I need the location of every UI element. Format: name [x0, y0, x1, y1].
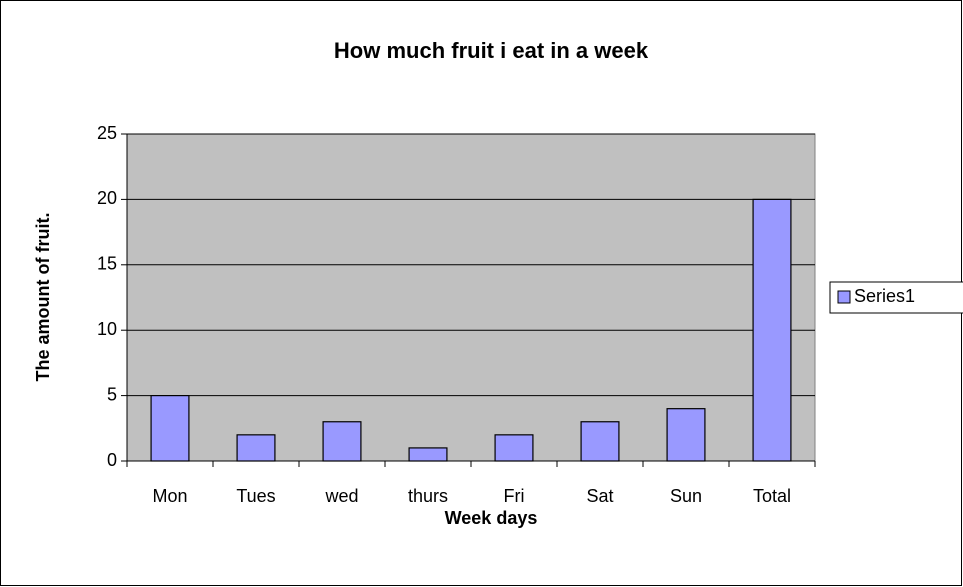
y-tick-label: 10 [97, 319, 117, 339]
x-tick-label: Sat [586, 486, 613, 506]
bar [150, 395, 190, 462]
x-tick-label: Sun [670, 486, 702, 506]
x-tick-label: wed [324, 486, 358, 506]
y-tick-label: 5 [107, 384, 117, 404]
bar [580, 421, 620, 462]
x-tick-label: Tues [236, 486, 275, 506]
x-tick-label: Mon [152, 486, 187, 506]
x-tick-label: Fri [504, 486, 525, 506]
bar [494, 434, 534, 462]
bar [666, 408, 706, 462]
legend-box [829, 281, 963, 314]
bar [236, 434, 276, 462]
y-tick-label: 25 [97, 123, 117, 143]
y-tick-label: 0 [107, 450, 117, 470]
y-tick-label: 20 [97, 188, 117, 208]
bar [752, 198, 792, 462]
x-tick-label: thurs [408, 486, 448, 506]
chart-title: How much fruit i eat in a week [334, 38, 649, 63]
x-axis-title: Week days [445, 508, 538, 528]
legend-label: Series1 [854, 286, 915, 306]
bar [322, 421, 362, 462]
plot-area [126, 133, 816, 462]
legend-swatch [837, 290, 851, 304]
bar [408, 447, 448, 462]
x-tick-label: Total [753, 486, 791, 506]
y-axis-title: The amount of fruit. [33, 213, 53, 382]
y-tick-label: 15 [97, 254, 117, 274]
